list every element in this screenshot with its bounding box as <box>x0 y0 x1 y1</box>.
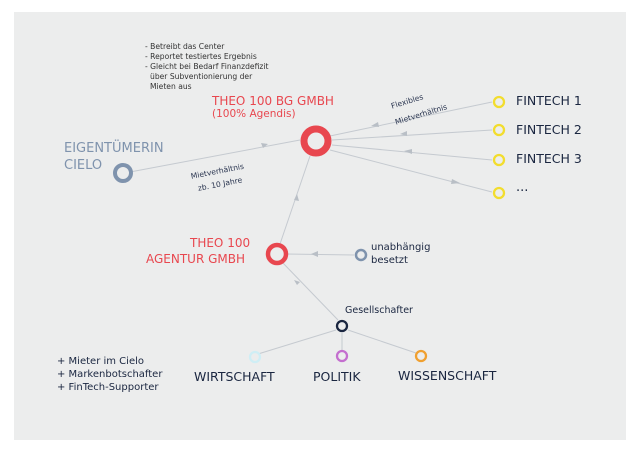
unabhaengig-label: unabhängig <box>371 242 431 253</box>
note-line: über Subventionierung der <box>150 72 253 81</box>
edge-fintech1-bg <box>329 101 493 137</box>
node-eigentuemerin <box>113 163 133 183</box>
node-gesellschafter <box>335 319 349 333</box>
edge-gesell-wirtschaft <box>257 329 337 355</box>
edge-cielo-bg <box>129 139 301 173</box>
theo-bg-subtitle: (100% Agendis) <box>212 108 296 120</box>
note-line: Mieten aus <box>150 82 192 91</box>
arrowhead-fintechmore <box>451 179 460 184</box>
node-fintech3 <box>492 153 506 167</box>
node-wissenschaft <box>414 349 428 363</box>
fintech3-label: FINTECH 3 <box>516 151 582 166</box>
arrowhead-fintech3 <box>404 149 412 154</box>
edge-fintechmore-bg <box>329 149 493 193</box>
eigentuemerin-label: EIGENTÜMERIN <box>64 141 164 156</box>
node-fintech-more <box>492 186 506 200</box>
theo-agentur-line1: THEO 100 <box>190 236 251 250</box>
note-line: - Betreibt das Center <box>145 42 225 51</box>
footnote-line: + Markenbotschafter <box>57 369 163 380</box>
wissenschaft-label: WISSENSCHAFT <box>398 368 497 383</box>
theo-bg-title: THEO 100 BG GMBH <box>212 94 334 108</box>
wirtschaft-label: WIRTSCHAFT <box>194 369 275 384</box>
fintech-more-label: ... <box>516 180 529 195</box>
note-line: - Reportet testiertes Ergebnis <box>145 52 257 61</box>
node-theo-agentur <box>265 242 289 266</box>
edge-gesell-agentur <box>281 261 339 321</box>
edge-unabh-agentur <box>285 253 355 256</box>
edge-gesell-wissenschaft <box>347 329 417 354</box>
arrowhead-unabh <box>311 251 318 257</box>
cielo-label: CIELO <box>64 158 103 173</box>
fintech2-label: FINTECH 2 <box>516 122 582 137</box>
fintech1-label: FINTECH 1 <box>516 93 582 108</box>
arrowhead-fintech1 <box>371 122 379 127</box>
arrowhead-cielo <box>261 143 268 148</box>
footnote-line: + FinTech-Supporter <box>57 382 159 393</box>
node-wirtschaft <box>248 350 262 364</box>
politik-label: POLITIK <box>313 369 361 384</box>
node-fintech1 <box>492 95 506 109</box>
footnote-line: + Mieter im Cielo <box>57 356 144 367</box>
slide-background <box>14 12 626 440</box>
arrowhead-fintech2 <box>400 131 407 136</box>
arrowhead-gesell <box>294 280 300 285</box>
supporter-notes: + Mieter im Cielo + Markenbotschafter + … <box>57 355 162 394</box>
center-notes: - Betreibt das Center - Reportet testier… <box>145 42 268 92</box>
node-fintech2 <box>492 123 506 137</box>
besetzt-label: besetzt <box>371 255 408 266</box>
note-line: - Gleicht bei Bedarf Finanzdefizit <box>145 62 269 71</box>
theo-agentur-line2: AGENTUR GMBH <box>146 252 246 266</box>
node-theo-bg <box>300 125 332 157</box>
node-politik <box>335 349 349 363</box>
edge-fintech2-bg <box>331 129 493 141</box>
arrowhead-agentur <box>294 194 299 201</box>
node-unabhaengig <box>354 248 368 262</box>
gesellschafter-label: Gesellschafter <box>345 305 413 316</box>
